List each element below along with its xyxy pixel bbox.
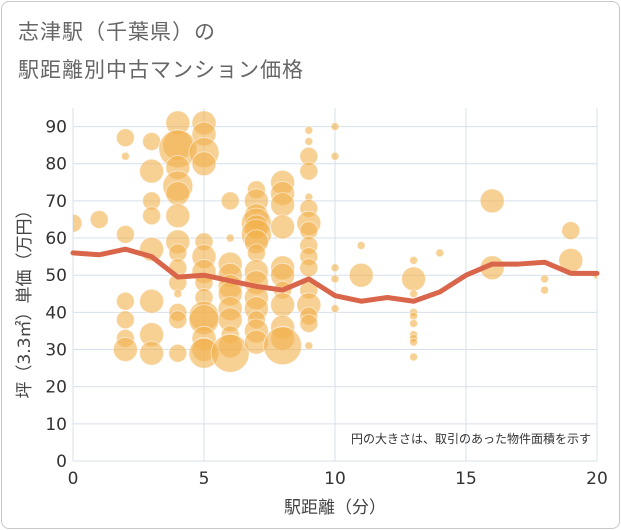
data-bubble <box>479 188 505 214</box>
chart-title-line2: 駅距離別中古マンション価格 <box>18 58 304 82</box>
x-tick-label: 5 <box>199 469 210 489</box>
data-bubble <box>270 214 296 240</box>
data-bubble <box>304 125 314 135</box>
data-bubble <box>115 310 135 330</box>
x-tick-label: 20 <box>586 469 608 489</box>
data-bubble <box>173 289 183 299</box>
data-bubble <box>120 151 130 161</box>
y-tick-label: 10 <box>45 415 67 435</box>
data-bubble <box>409 337 419 347</box>
data-bubble <box>139 340 165 366</box>
data-bubble <box>540 274 550 284</box>
y-axis-label: 坪（3.3㎡）単価（万円） <box>15 201 35 398</box>
data-bubble <box>304 136 314 146</box>
data-bubble <box>299 314 319 334</box>
y-tick-label: 0 <box>56 452 67 472</box>
data-bubble <box>561 221 581 241</box>
data-bubble <box>401 266 427 292</box>
data-bubble <box>139 288 165 314</box>
data-bubble <box>89 209 109 229</box>
data-bubble <box>435 248 445 258</box>
data-bubble <box>330 151 340 161</box>
data-bubble <box>73 213 83 233</box>
y-tick-label: 40 <box>45 303 67 323</box>
data-bubble <box>168 343 188 363</box>
data-bubble <box>165 203 191 229</box>
data-bubble <box>330 263 340 273</box>
x-axis-label: 駅距離（分） <box>284 498 386 518</box>
size-note: 円の大きさは、取引のあった物件面積を示す <box>351 431 591 446</box>
data-bubble <box>330 304 340 314</box>
data-bubble <box>165 180 191 206</box>
x-tick-label: 15 <box>455 469 477 489</box>
y-tick-label: 80 <box>45 155 67 175</box>
data-bubble <box>220 191 240 211</box>
y-tick-label: 70 <box>45 192 67 212</box>
data-bubble <box>330 122 340 132</box>
data-bubble <box>540 285 550 295</box>
data-bubble <box>115 224 135 244</box>
trend-line <box>70 246 600 304</box>
data-bubble <box>270 192 296 218</box>
x-tick-label: 10 <box>324 469 346 489</box>
trend-series <box>70 246 600 304</box>
data-bubble <box>263 326 303 366</box>
data-bubble <box>225 233 235 243</box>
data-bubble <box>409 255 419 265</box>
data-bubble <box>139 158 165 184</box>
data-bubble <box>409 311 419 321</box>
bubble-series <box>73 110 597 373</box>
data-bubble <box>304 341 314 351</box>
data-bubble <box>299 258 319 278</box>
data-bubble <box>409 319 419 329</box>
data-bubble <box>191 151 217 177</box>
chart-title-line1: 志津駅（千葉県）の <box>18 20 216 44</box>
axis-ticks: 0 10 20 30 40 50 60 70 80 90 0 5 10 15 20 <box>45 118 607 489</box>
data-bubble <box>115 128 135 148</box>
data-bubble <box>210 333 250 373</box>
y-tick-label: 30 <box>45 341 67 361</box>
y-tick-label: 60 <box>45 229 67 249</box>
data-bubble <box>168 310 188 330</box>
data-bubble <box>356 240 366 250</box>
data-bubble <box>115 291 135 311</box>
data-bubble <box>299 161 319 181</box>
data-bubble <box>330 274 340 284</box>
y-tick-label: 90 <box>45 118 67 138</box>
data-bubble <box>142 131 162 151</box>
x-tick-label: 0 <box>68 469 79 489</box>
data-bubble <box>270 292 296 318</box>
data-bubble <box>348 262 374 288</box>
y-tick-label: 20 <box>45 378 67 398</box>
data-bubble <box>409 352 419 362</box>
data-bubble <box>142 206 162 226</box>
data-bubble <box>112 337 138 363</box>
data-bubble <box>409 289 419 299</box>
y-tick-label: 50 <box>45 266 67 286</box>
